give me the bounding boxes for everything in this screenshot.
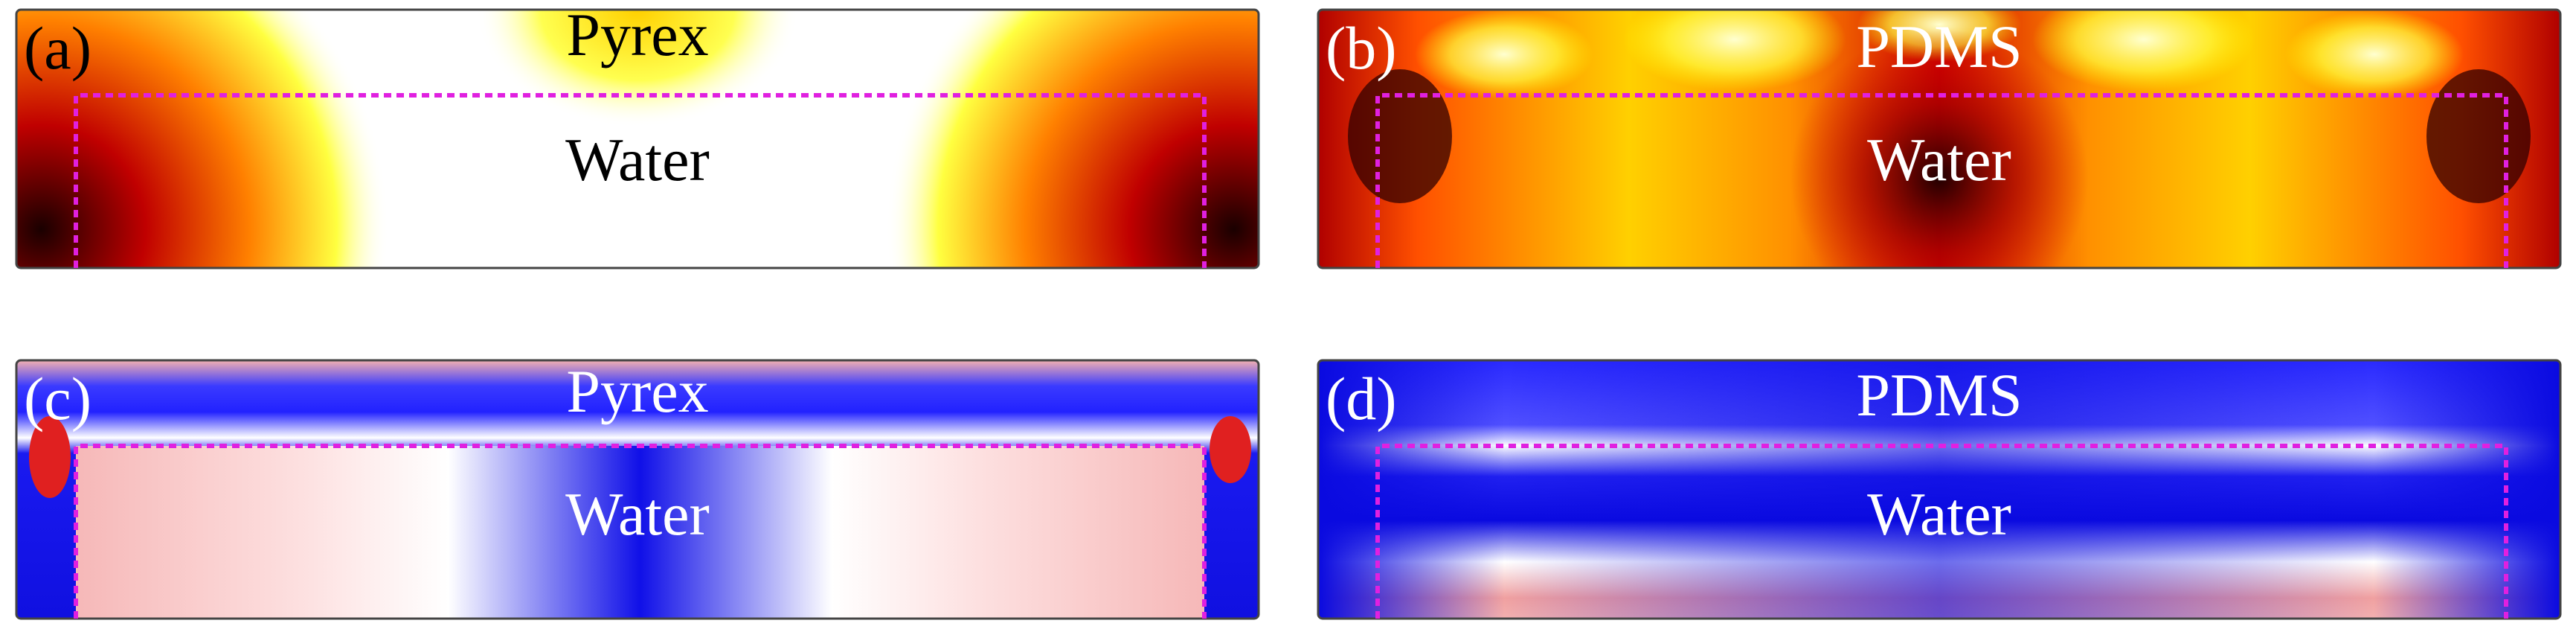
panel-c: (c) Pyrex Water (15, 357, 1260, 620)
material-label: PDMS (1856, 13, 2022, 80)
panel-d: (d) PDMS Water (1317, 359, 2562, 620)
panel-label: (d) (1326, 365, 1397, 432)
material-label: PDMS (1856, 361, 2022, 429)
fluid-label: Water (565, 480, 710, 548)
panel-b: (b) PDMS Water (1317, 8, 2562, 269)
panel-label: (c) (24, 365, 91, 432)
fluid-label: Water (565, 126, 710, 194)
panel-label: (a) (24, 14, 91, 82)
panel-a: (a) Pyrex Water (15, 1, 1260, 269)
fluid-label: Water (1867, 126, 2011, 194)
fluid-label: Water (1867, 480, 2011, 548)
material-label: Pyrex (566, 1, 708, 68)
material-label: Pyrex (566, 357, 708, 425)
panel-label: (b) (1326, 14, 1397, 82)
